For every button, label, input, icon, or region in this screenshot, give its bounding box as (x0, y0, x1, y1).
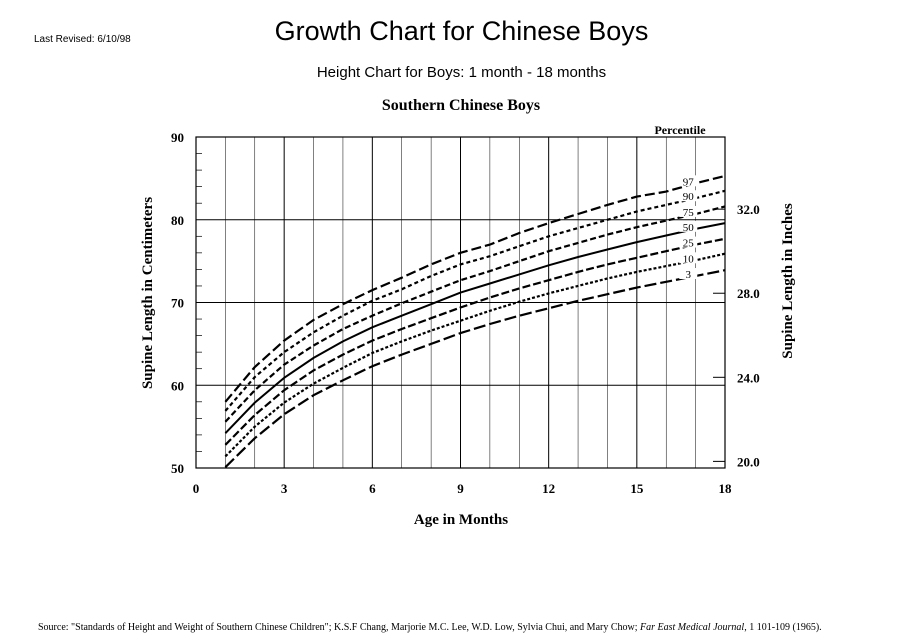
y2-tick-label: 32.0 (737, 202, 760, 217)
y-tick-labels: 50 60 70 80 90 (171, 130, 184, 476)
series-label-bg (679, 220, 698, 232)
series-line-p10 (224, 252, 726, 458)
series-line-p50 (224, 222, 726, 434)
series-label-p90: 90 (683, 191, 695, 203)
x-tick-label: 18 (719, 481, 733, 496)
series-line-p75 (224, 205, 726, 423)
y-tick-label: 90 (171, 130, 184, 145)
y2-axis-label: Supine Length in Inches (780, 203, 796, 359)
y2-tick-labels: 20.0 24.0 28.0 32.0 (713, 202, 760, 469)
series-line-p25 (224, 237, 726, 446)
x-tick-label: 3 (281, 481, 288, 496)
y2-tick-label: 24.0 (737, 370, 760, 385)
major-gridlines (196, 137, 725, 468)
y-tick-label: 60 (171, 378, 184, 393)
source-journal: Far East Medical Journal (640, 622, 745, 633)
legend-title: Percentile (654, 123, 706, 137)
y2-tick-label: 28.0 (737, 286, 760, 301)
series-label-bg (679, 236, 698, 248)
source-prefix: Source: "Standards of Height and Weight … (38, 622, 641, 633)
series-label-bg (679, 205, 698, 217)
source-suffix: , 1 101-109 (1965). (744, 622, 822, 633)
y2-tick-label: 20.0 (737, 454, 760, 469)
series-label-p75: 75 (683, 207, 695, 219)
plot-frame (195, 136, 726, 469)
series-line-p97 (224, 174, 726, 403)
series-labels: 97 90 75 50 25 10 3 (679, 175, 698, 281)
chart-title: Southern Chinese Boys (382, 97, 540, 114)
series-lines (224, 174, 726, 468)
series-label-p97: 97 (683, 176, 695, 188)
series-label-bg (679, 175, 698, 187)
x-tick-label: 0 (193, 481, 200, 496)
page-subtitle: Height Chart for Boys: 1 month - 18 mont… (316, 64, 607, 81)
series-label-p50: 50 (683, 222, 695, 234)
series-label-bg (679, 252, 698, 264)
y-tick-label: 80 (171, 213, 184, 228)
series-line-p90 (224, 189, 726, 412)
series-label-bg (679, 268, 698, 280)
x-tick-label: 9 (457, 481, 464, 496)
y-tick-label: 70 (171, 296, 184, 311)
last-revised-text: Last Revised: 6/10/98 (34, 34, 131, 45)
x-tick-label: 12 (542, 481, 555, 496)
series-line-p3 (224, 269, 726, 468)
source-citation: Source: "Standards of Height and Weight … (38, 622, 822, 633)
y-tick-label: 50 (171, 461, 184, 476)
x-tick-labels: 0 3 6 9 12 15 18 (193, 481, 732, 496)
series-label-p25: 25 (683, 238, 695, 250)
series-label-p10: 10 (683, 253, 695, 265)
x-axis-label: Age in Months (414, 512, 508, 528)
series-label-bg (679, 190, 698, 202)
page-title: Growth Chart for Chinese Boys (274, 16, 649, 46)
series-label-p3: 3 (686, 269, 692, 281)
x-tick-label: 15 (630, 481, 644, 496)
x-tick-label: 6 (369, 481, 376, 496)
y-axis-label: Supine Length in Centimeters (140, 197, 156, 389)
